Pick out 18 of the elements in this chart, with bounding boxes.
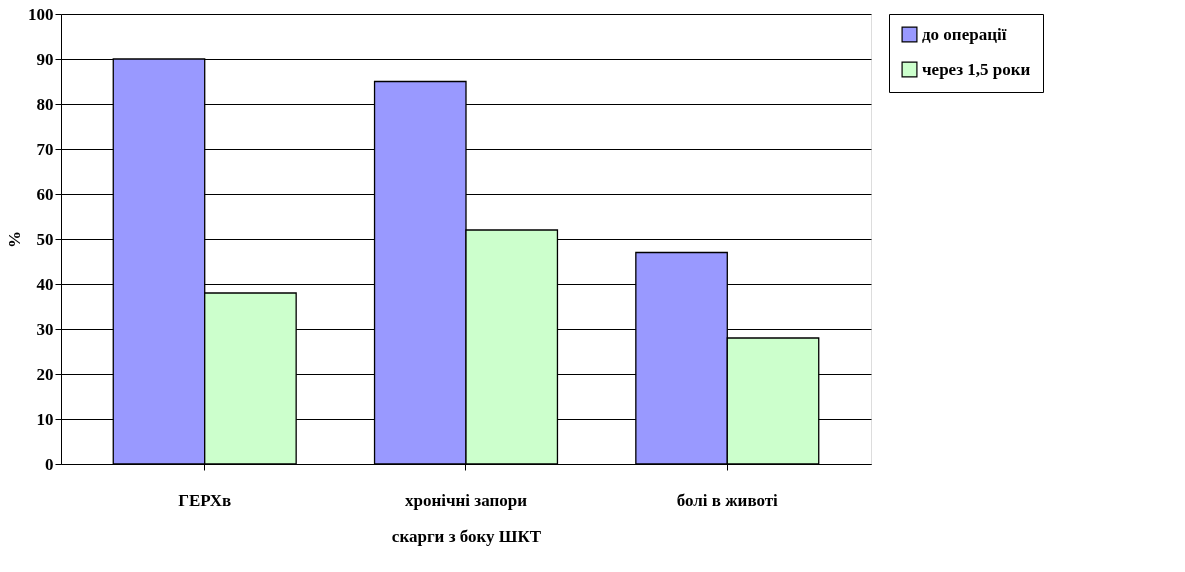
x-tick-label: ГЕРХв [178, 490, 232, 510]
y-tick-label: 30 [36, 319, 54, 339]
y-tick-label: 20 [36, 364, 54, 384]
y-tick-label: 50 [36, 229, 54, 249]
y-axis-title: % [5, 231, 24, 248]
y-tick-label: 100 [28, 4, 54, 24]
x-axis-title: скарги з боку ШКТ [391, 526, 542, 546]
y-tick-label: 40 [36, 274, 54, 294]
legend-label: через 1,5 роки [922, 59, 1031, 79]
y-tick-label: 70 [36, 139, 54, 159]
y-tick-label: 80 [36, 94, 54, 114]
y-tick-label: 90 [36, 49, 54, 69]
y-tick-label: 0 [45, 454, 54, 474]
y-tick-label: 10 [36, 409, 54, 429]
y-tick-label: 60 [36, 184, 54, 204]
x-tick-label: болі в животі [676, 490, 779, 510]
x-tick-label: хронічні запори [405, 490, 528, 510]
legend-label: до операції [922, 24, 1007, 44]
